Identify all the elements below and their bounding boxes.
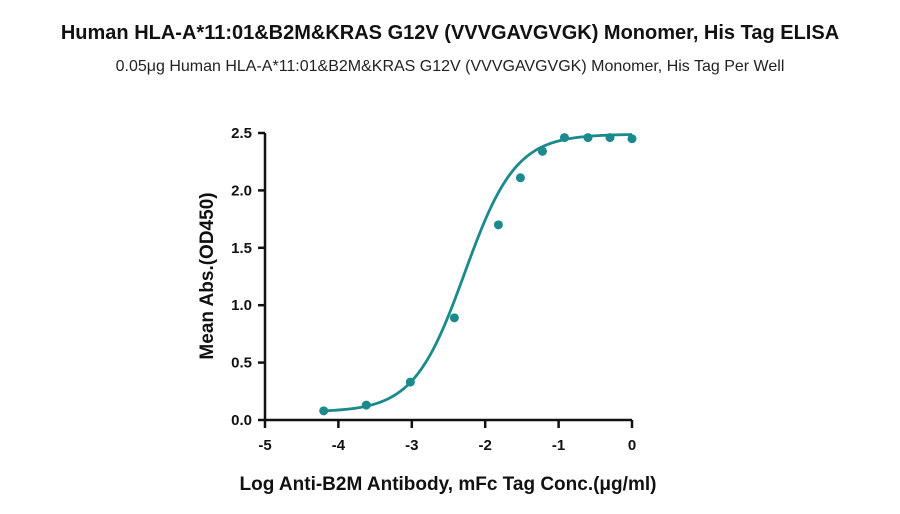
chart-subtitle: 0.05μg Human HLA-A*11:01&B2M&KRAS G12V (… [115,58,785,75]
x-tick-label: 0 [628,437,636,454]
data-point [361,400,371,410]
y-tick-label: 1.5 [231,240,252,257]
y-axis-label: Mean Abs.(OD450) [197,192,218,359]
x-tick-label: -2 [479,437,492,454]
data-point [627,134,637,144]
chart-axes [263,133,632,422]
x-ticks: -5 -4 -3 -2 -1 0 [258,420,636,454]
fit-layer [323,133,633,413]
data-point [559,133,569,143]
fit-curve [323,133,633,413]
x-tick-label: -3 [405,437,418,454]
chart-title: Human HLA-A*11:01&B2M&KRAS G12V (VVVGAVG… [60,22,840,44]
x-axis-label: Log Anti-B2M Antibody, mFc Tag Conc.(μg/… [240,474,657,495]
y-ticks: 0.0 0.5 1.0 1.5 2.0 2.5 [231,125,265,429]
x-tick-label: -1 [552,437,565,454]
y-tick-label: 2.0 [231,182,252,199]
data-point [537,146,547,156]
y-tick-label: 2.5 [231,125,252,142]
data-point [449,313,459,323]
data-point [405,377,415,387]
x-tick-label: -4 [332,437,346,454]
data-point [605,133,615,143]
y-tick-label: 0.0 [231,412,252,429]
data-point [493,220,503,230]
x-tick-label: -5 [258,437,271,454]
y-tick-label: 0.5 [231,355,252,372]
data-point [319,406,329,416]
data-point [515,173,525,183]
points-layer [319,133,637,416]
y-tick-label: 1.0 [231,297,252,314]
data-point [583,133,593,143]
